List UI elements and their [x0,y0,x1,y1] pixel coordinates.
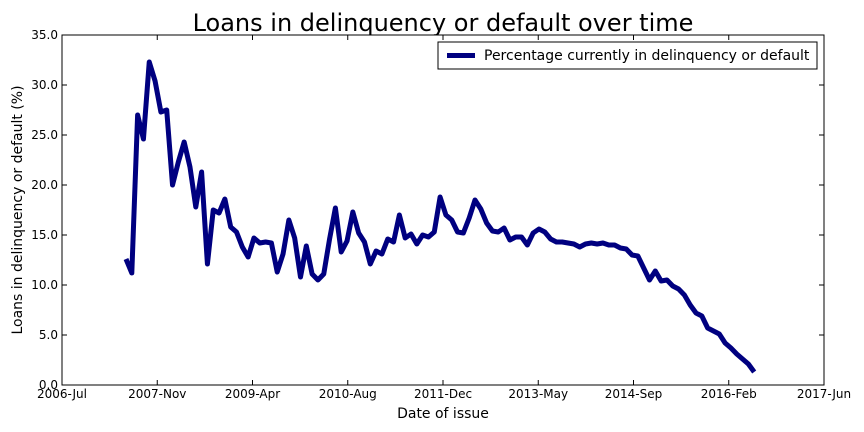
x-axis-tick-label: 2007-Nov [128,387,186,401]
y-axis-tick-label: 10.0 [31,278,58,292]
series-line-0 [123,59,757,374]
y-axis-tick-label: 35.0 [31,28,58,42]
y-axis-tick-label: 20.0 [31,178,58,192]
x-axis-tick-label: 2010-Aug [319,387,377,401]
y-axis-tick-label: 0.0 [39,378,58,392]
x-axis-tick-label: 2014-Sep [605,387,663,401]
x-axis-tick-label: 2009-Apr [225,387,280,401]
plot-area [61,34,825,386]
x-axis-tick-label: 2017-Jun [797,387,851,401]
x-axis-tick-label: 2016-Feb [701,387,757,401]
y-axis-tick-label: 30.0 [31,78,58,92]
x-axis-label: Date of issue [397,406,489,422]
x-axis-tick-labels: 2006-Jul 2007-Nov 2009-Apr 2010-Aug 2011-Dec… [37,387,851,401]
y-axis-tick-labels: 0.0 5.0 10.0 15.0 20.0 25.0 30.0 35.0 [31,28,58,392]
y-axis-tick-label: 15.0 [31,228,58,242]
x-axis-tick-label: 2011-Dec [414,387,472,401]
x-axis-tick-label: 2006-Jul [37,387,87,401]
legend-box [437,41,818,70]
x-axis-tick-label: 2013-May [508,387,568,401]
y-axis-label: Loans in delinquency or default (%) [10,85,26,334]
legend-entry-label: Percentage currently in delinquency or d… [484,48,810,64]
legend: Percentage currently in delinquency or d… [437,41,818,70]
chart-title: Loans in delinquency or default over tim… [193,9,694,37]
series-layer [123,59,757,374]
plot-border [61,34,825,386]
y-axis-tick-label: 5.0 [39,328,58,342]
y-axis-tick-label: 25.0 [31,128,58,142]
